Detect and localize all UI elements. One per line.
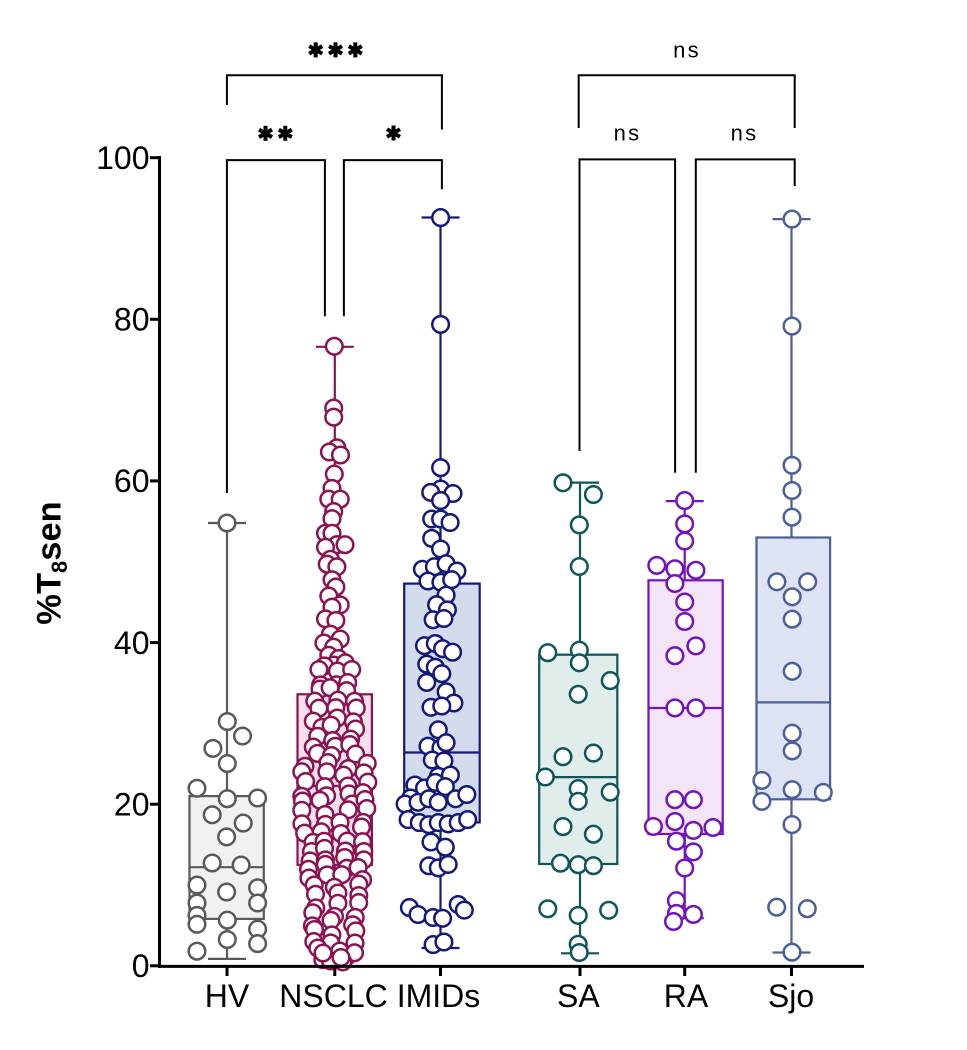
svg-text:RA: RA [664,978,709,1014]
svg-text:ns: ns [731,121,759,146]
svg-text:IMIDs: IMIDs [397,978,481,1014]
svg-text:0: 0 [132,948,150,984]
svg-text:80: 80 [114,302,150,338]
svg-text:60: 60 [114,463,150,499]
svg-text:SA: SA [557,978,600,1014]
svg-text:HV: HV [205,978,250,1014]
svg-text:40: 40 [114,625,150,661]
svg-text:NSCLC: NSCLC [279,978,387,1014]
svg-text:Sjo: Sjo [768,978,814,1014]
svg-text:ns: ns [673,37,701,62]
svg-text:ns: ns [614,121,642,146]
svg-text:20: 20 [114,787,150,823]
svg-text:100: 100 [96,140,149,176]
